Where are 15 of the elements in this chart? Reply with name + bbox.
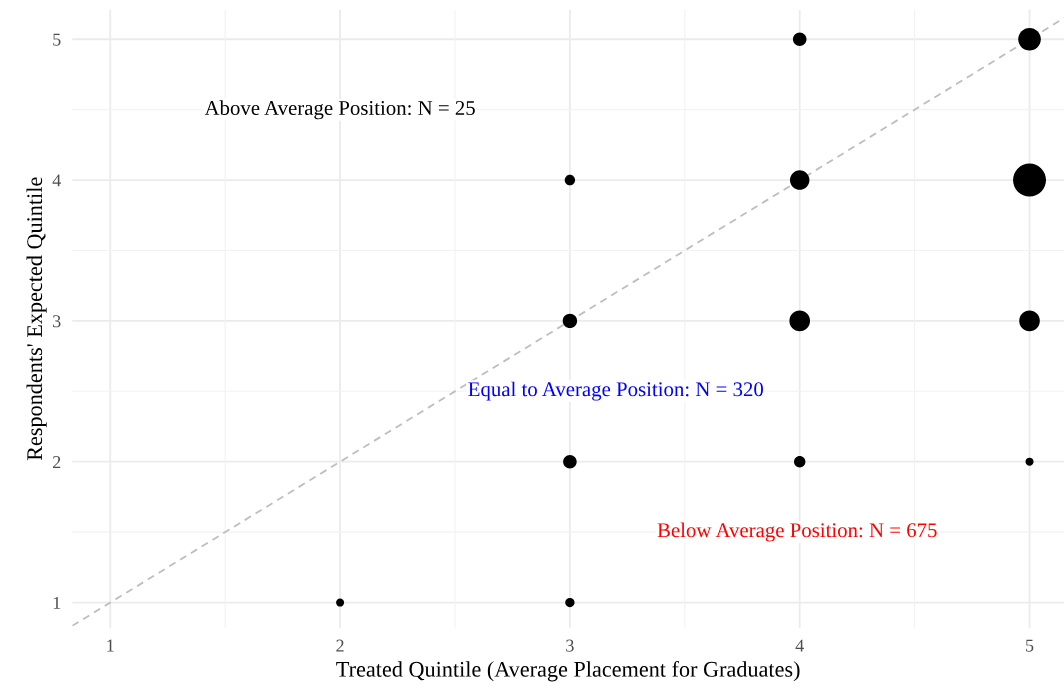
x-axis-title: Treated Quintile (Average Placement for Graduates) bbox=[336, 660, 800, 682]
y-axis-title: Respondents' Expected Quintile bbox=[26, 177, 47, 461]
y-tick-label: 3 bbox=[53, 315, 61, 328]
annotation: Equal to Average Position: N = 320 bbox=[468, 381, 764, 401]
y-tick-label: 5 bbox=[53, 33, 61, 46]
x-tick-label: 2 bbox=[336, 639, 344, 652]
x-tick-label: 1 bbox=[107, 639, 114, 652]
x-tick-label: 4 bbox=[795, 639, 804, 652]
y-tick-label: 1 bbox=[53, 596, 61, 609]
x-tick-label: 3 bbox=[566, 639, 574, 652]
annotation: Above Average Position: N = 25 bbox=[204, 100, 475, 120]
y-tick-label: 4 bbox=[52, 174, 61, 187]
x-tick-label: 5 bbox=[1026, 639, 1034, 652]
y-tick-label: 2 bbox=[53, 456, 61, 468]
annotation: Below Average Position: N = 675 bbox=[657, 522, 937, 542]
